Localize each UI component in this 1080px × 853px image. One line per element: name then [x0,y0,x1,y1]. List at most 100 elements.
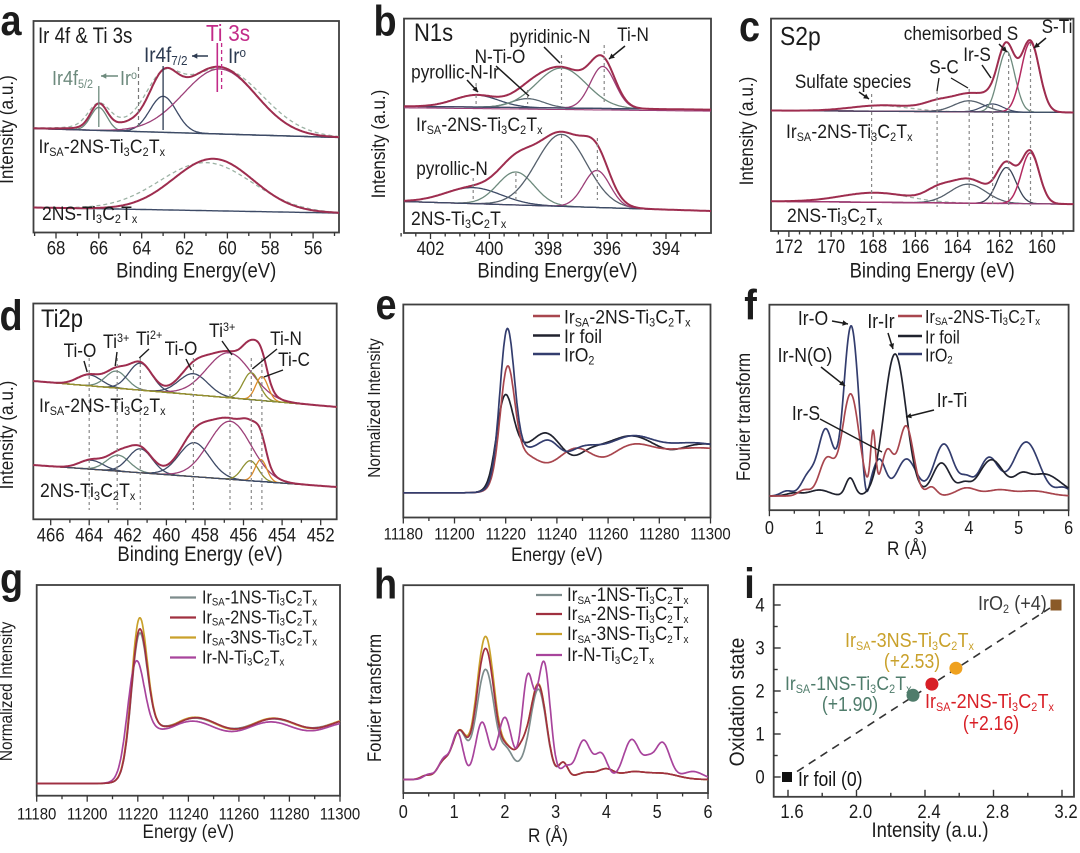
svg-text:IrSA -3NS-Ti3 C2 Tx: IrSA -3NS-Ti3 C2 Tx [845,630,974,653]
svg-text:IrSA -1NS-Ti3 C2 Tx: IrSA -1NS-Ti3 C2 Tx [567,584,689,607]
svg-text:Intensity (a.u.): Intensity (a.u.) [735,77,757,186]
svg-text:Ir foil: Ir foil [564,325,602,347]
svg-text:IrSA -2NS-Ti3 C2 Tx: IrSA -2NS-Ti3 C2 Tx [567,603,689,626]
svg-text:Ir 4f & Ti 3s: Ir 4f & Ti 3s [38,23,132,48]
svg-text:(+1.90): (+1.90) [822,693,878,715]
svg-text:(+2.16): (+2.16) [963,712,1019,734]
svg-text:Oxidation state: Oxidation state [726,638,749,767]
svg-text:62: 62 [175,238,194,259]
svg-text:0: 0 [399,801,408,822]
svg-text:398: 398 [534,238,562,259]
svg-text:2NS-Ti3 C2 Tx: 2NS-Ti3 C2 Tx [787,204,883,228]
svg-text:IrSA -3NS-Ti3 C2 Tx: IrSA -3NS-Ti3 C2 Tx [202,626,318,648]
svg-text:452: 452 [307,524,335,545]
svg-text:Binding Energy (eV): Binding Energy (eV) [117,543,282,566]
svg-text:66: 66 [90,238,109,259]
svg-text:11280: 11280 [269,806,310,824]
svg-text:Fourier transform: Fourier transform [733,353,754,481]
svg-text:5: 5 [653,801,662,822]
svg-text:Sulfate species: Sulfate species [795,70,911,92]
svg-text:1: 1 [815,517,824,538]
svg-text:Ir-Ti: Ir-Ti [937,389,968,411]
svg-text:11220: 11220 [485,526,526,544]
svg-text:c: c [739,2,760,51]
svg-text:6: 6 [1064,517,1073,538]
svg-text:g: g [0,554,23,603]
svg-text:Ti3+: Ti3+ [209,319,236,341]
svg-text:Binding Energy(eV): Binding Energy(eV) [116,259,276,282]
svg-text:11280: 11280 [639,526,680,544]
svg-text:2.8: 2.8 [986,801,1009,822]
svg-text:Ti2p: Ti2p [41,305,83,333]
svg-text:Ti 3s: Ti 3s [206,20,250,46]
svg-text:5: 5 [1014,517,1023,538]
svg-text:IrO2 (+4): IrO2 (+4) [978,593,1047,616]
svg-text:i: i [744,559,755,608]
svg-text:11300: 11300 [320,806,361,824]
svg-text:2.4: 2.4 [917,801,940,822]
svg-text:1: 1 [450,801,459,822]
svg-text:2NS-Ti3 C2 Tx: 2NS-Ti3 C2 Tx [411,207,507,231]
svg-text:IrSA -2NS-Ti3 C2 Tx: IrSA -2NS-Ti3 C2 Tx [202,606,318,628]
svg-text:pyrollic-N-Ir: pyrollic-N-Ir [411,60,499,82]
svg-text:IrSA -2NS-Ti3 C2 Tx: IrSA -2NS-Ti3 C2 Tx [39,394,166,418]
svg-text:11260: 11260 [588,526,629,544]
svg-text:IrSA -2NS-Ti3 C2 Tx: IrSA -2NS-Ti3 C2 Tx [416,113,543,137]
svg-text:4: 4 [964,517,973,538]
svg-text:f: f [744,280,757,329]
svg-text:466: 466 [37,524,65,545]
svg-text:R (Å): R (Å) [528,824,568,846]
svg-text:11180: 11180 [384,526,423,544]
svg-text:6: 6 [703,801,712,822]
svg-text:Ti3+: Ti3+ [103,330,130,352]
svg-text:Binding Energy(eV): Binding Energy(eV) [477,259,637,282]
svg-text:Iro: Iro [120,68,137,90]
svg-text:168: 168 [859,236,887,257]
svg-text:N1s: N1s [414,19,453,47]
svg-text:Ir4f7/2: Ir4f7/2 [144,44,188,68]
svg-text:11260: 11260 [219,806,260,824]
svg-text:3.2: 3.2 [1054,801,1077,822]
svg-text:Ir-O: Ir-O [798,307,828,329]
svg-text:IrSA -1NS-Ti3 C2 Tx: IrSA -1NS-Ti3 C2 Tx [202,586,318,608]
svg-text:1: 1 [755,724,764,745]
svg-text:chemisorbed S: chemisorbed S [904,22,1018,44]
svg-text:166: 166 [901,236,929,257]
svg-text:172: 172 [775,236,803,257]
svg-text:IrSA -2NS-Ti3 C2 Tx: IrSA -2NS-Ti3 C2 Tx [786,120,913,144]
svg-text:11240: 11240 [537,526,578,544]
svg-text:IrSA -2NS-Ti3 C2 Tx: IrSA -2NS-Ti3 C2 Tx [925,306,1041,328]
svg-text:Ir-S: Ir-S [792,402,820,424]
svg-text:458: 458 [191,524,219,545]
svg-text:454: 454 [268,524,296,545]
svg-text:Binding Energy (eV): Binding Energy (eV) [850,259,1015,282]
svg-text:S-C: S-C [929,55,959,77]
svg-text:Normalized Intensity: Normalized Intensity [365,338,384,478]
svg-text:Fourier transform: Fourier transform [364,634,385,762]
svg-text:Ir4f5/2: Ir4f5/2 [52,68,93,91]
svg-text:456: 456 [230,524,258,545]
svg-text:394: 394 [652,238,680,259]
svg-text:b: b [373,0,396,45]
svg-text:162: 162 [986,236,1014,257]
svg-text:Ti-C: Ti-C [278,348,310,370]
svg-text:d: d [0,291,23,340]
svg-text:Intensity (a.u.): Intensity (a.u.) [0,381,17,490]
svg-text:Iro: Iro [228,45,246,68]
svg-text:R (Å): R (Å) [887,537,927,559]
svg-text:2NS-Ti3 C2 Tx: 2NS-Ti3 C2 Tx [42,202,138,226]
svg-text:Intensity (a.u.): Intensity (a.u.) [367,90,389,199]
svg-text:Ir-S: Ir-S [963,43,991,65]
svg-text:58: 58 [261,238,280,259]
svg-text:a: a [0,0,21,45]
svg-text:IrSA -1NS-Ti3 C2 Tx: IrSA -1NS-Ti3 C2 Tx [785,672,912,696]
svg-text:11200: 11200 [67,806,108,824]
svg-text:0: 0 [765,517,774,538]
svg-text:IrSA -2NS-Ti3 C2 Tx: IrSA -2NS-Ti3 C2 Tx [39,135,166,159]
svg-text:Intensity (a.u.): Intensity (a.u.) [0,75,17,184]
svg-text:Ti2+: Ti2+ [136,327,163,349]
svg-text:2: 2 [865,517,874,538]
svg-text:11220: 11220 [118,806,159,824]
svg-text:464: 464 [75,524,103,545]
svg-text:Ti-N: Ti-N [617,23,649,45]
